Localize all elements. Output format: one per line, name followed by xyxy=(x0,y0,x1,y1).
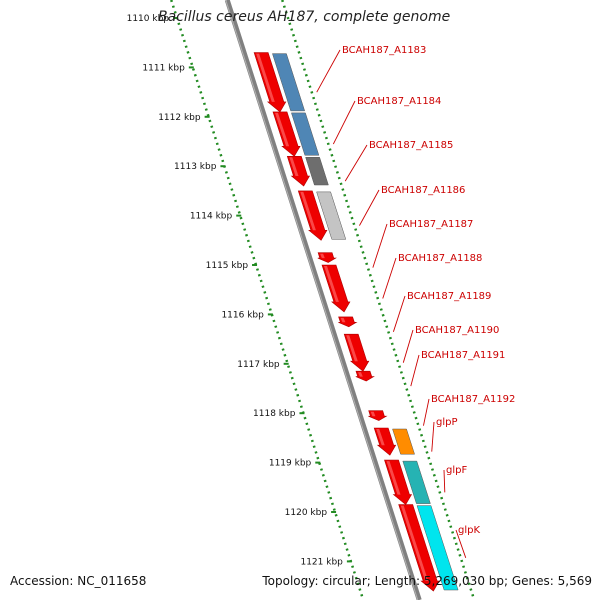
gene-label-leader xyxy=(392,295,406,332)
gene-label: BCAH187_A1189 xyxy=(407,291,491,302)
gene-label-leader xyxy=(382,257,397,299)
gene-label-leader xyxy=(402,329,414,363)
cog-feature xyxy=(316,191,347,240)
gene-arrow-shade xyxy=(300,191,316,231)
gene-labels: BCAH187_A1183 BCAH187_A1184 BCAH187_A1185 B… xyxy=(316,45,515,558)
gene-arrow-shade xyxy=(346,335,358,362)
genes-layer xyxy=(253,52,459,592)
gene-label-leader xyxy=(431,421,435,452)
scale-tick-label: 1111 kbp xyxy=(142,63,185,73)
gene-label: BCAH187_A1191 xyxy=(421,350,505,361)
gene-arrow-shade xyxy=(275,112,290,147)
gene-label-leader xyxy=(423,398,430,426)
gene-label-leader xyxy=(359,189,380,226)
scale-tick-label: 1114 kbp xyxy=(190,212,233,222)
gene-label-leader xyxy=(455,529,467,558)
scale-tick-label: 1119 kbp xyxy=(269,459,312,469)
gene-label: BCAH187_A1184 xyxy=(357,96,441,107)
gene-label-leader xyxy=(443,469,446,493)
gene-arrow-shade xyxy=(340,317,346,323)
gene-arrow-shade xyxy=(400,505,429,581)
cog-feature xyxy=(416,505,459,591)
scale-tick-label: 1112 kbp xyxy=(158,113,201,123)
backbone-line xyxy=(224,0,422,601)
gene-arrow-shade xyxy=(386,461,401,495)
scale-tick-label: 1120 kbp xyxy=(285,508,328,518)
cog-feature xyxy=(291,112,320,156)
gene-arrow-shade xyxy=(256,53,275,102)
gene-label: BCAH187_A1183 xyxy=(342,45,426,56)
gene-label: BCAH187_A1192 xyxy=(431,394,515,405)
gene-arrow-shade xyxy=(324,266,339,302)
gene-arrow-shade xyxy=(320,253,325,259)
gene-label: BCAH187_A1185 xyxy=(369,140,453,151)
genome-title: Bacillus cereus AH187, complete genome xyxy=(158,9,451,25)
gene-label: glpP xyxy=(436,417,458,428)
gene-label: BCAH187_A1190 xyxy=(415,325,499,336)
gene-arrow-shade xyxy=(376,429,385,446)
gene-label-leader xyxy=(344,144,368,182)
gene-label: glpF xyxy=(446,465,467,476)
topology-text: Topology: circular; Length: 5,269,030 bp… xyxy=(262,574,592,588)
scale-ticks: 1110 kbp 1111 kbp 1112 kbp 1113 kbp 1114 kbp… xyxy=(127,0,476,601)
scale-tick-label: 1110 kbp xyxy=(127,14,170,24)
scale-tick-label: 1117 kbp xyxy=(237,360,280,370)
gene-arrow-shade xyxy=(358,372,363,377)
gene-label: glpK xyxy=(458,525,480,536)
gene-label-leader xyxy=(410,354,420,387)
scale-tick-label: 1121 kbp xyxy=(300,557,343,567)
cog-feature xyxy=(272,53,306,112)
cog-feature xyxy=(392,428,415,455)
gene-label: BCAH187_A1186 xyxy=(381,185,465,196)
scale-tick-label: 1116 kbp xyxy=(221,310,264,320)
scale-tick-label: 1118 kbp xyxy=(253,409,296,419)
accession-text: Accession: NC_011658 xyxy=(10,574,147,588)
scale-tick-label: 1113 kbp xyxy=(174,162,217,172)
gene-label: BCAH187_A1187 xyxy=(389,219,473,230)
cog-feature xyxy=(305,157,329,186)
scale-tick-label: 1115 kbp xyxy=(206,261,249,271)
cog-feature xyxy=(402,460,431,504)
gene-label: BCAH187_A1188 xyxy=(398,253,482,264)
gene-arrow-shade xyxy=(370,411,376,417)
gene-label-leader xyxy=(372,223,388,268)
gene-arrow-shade xyxy=(289,157,299,176)
backbone-highlight xyxy=(225,0,419,601)
gene-label-leader xyxy=(316,49,341,93)
gene-label-leader xyxy=(332,100,356,145)
